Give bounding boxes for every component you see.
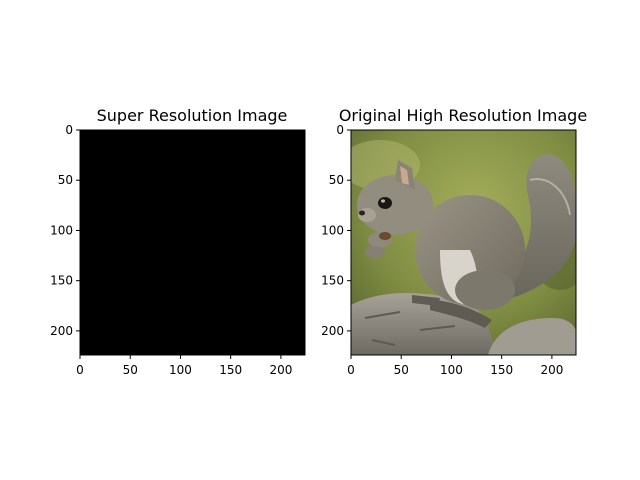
panel-title: Super Resolution Image	[97, 106, 288, 125]
x-tick-label: 200	[269, 363, 292, 377]
x-tick-label: 100	[440, 363, 463, 377]
x-tick-label: 0	[76, 363, 84, 377]
y-tick-label: 0	[336, 123, 344, 137]
y-tick-label: 200	[50, 324, 73, 338]
x-tick-label: 50	[394, 363, 409, 377]
image-border	[350, 129, 577, 356]
panel-title: Original High Resolution Image	[339, 106, 587, 125]
axis-ticks: 0 50 100 150 200 0 50 100 150 200	[321, 123, 563, 377]
x-tick-label: 50	[123, 363, 138, 377]
y-tick-label: 100	[321, 223, 344, 237]
super-resolution-image	[79, 129, 306, 356]
y-tick-label: 50	[329, 173, 344, 187]
y-tick-label: 100	[50, 223, 73, 237]
original-panel: Original High Resolution Image	[321, 106, 587, 377]
axis-ticks: 0 50 100 150 200 0 50 100 150 200	[50, 123, 292, 377]
x-tick-label: 0	[347, 363, 355, 377]
squirrel-photo	[351, 130, 576, 355]
super-resolution-panel: Super Resolution Image 0 50 100 150 200 0 50 10…	[50, 106, 306, 377]
x-tick-label: 100	[169, 363, 192, 377]
y-tick-label: 50	[58, 173, 73, 187]
y-tick-label: 150	[321, 274, 344, 288]
x-tick-label: 200	[540, 363, 563, 377]
y-tick-label: 0	[65, 123, 73, 137]
x-tick-label: 150	[490, 363, 513, 377]
x-tick-label: 150	[219, 363, 242, 377]
y-tick-label: 150	[50, 274, 73, 288]
y-tick-label: 200	[321, 324, 344, 338]
